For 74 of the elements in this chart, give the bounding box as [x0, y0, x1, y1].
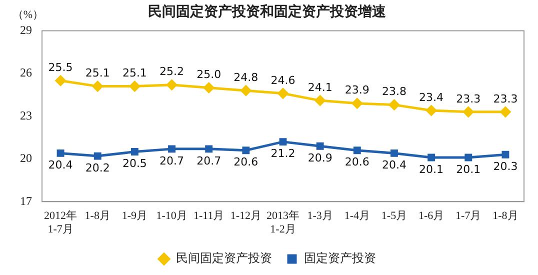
data-label: 25.0 — [196, 68, 222, 82]
data-label: 20.3 — [493, 160, 518, 173]
y-tick-label: 29 — [20, 22, 32, 37]
data-label: 20.2 — [85, 161, 110, 174]
x-tick-label: 1-10月 — [156, 210, 188, 222]
data-label: 20.4 — [382, 158, 406, 172]
point — [353, 146, 361, 154]
data-label: 25.2 — [160, 65, 184, 78]
point — [426, 105, 437, 116]
data-label: 20.9 — [308, 151, 332, 164]
point — [463, 106, 474, 118]
data-label: 20.1 — [456, 162, 481, 176]
point — [166, 80, 178, 90]
point — [279, 138, 287, 146]
data-label: 24.1 — [308, 80, 332, 94]
x-tick-label: 1-12月 — [230, 210, 262, 222]
x-tick-label: 1-6月 — [418, 210, 444, 222]
data-label: 23.3 — [493, 92, 518, 106]
x-tick-label: 1-11月 — [193, 210, 224, 222]
point — [242, 146, 250, 154]
x-tick-label: 1-8月 — [84, 210, 110, 222]
data-label: 23.4 — [419, 90, 444, 104]
x-tick-label: 2012年 1-7月 — [44, 210, 78, 236]
point — [240, 85, 252, 96]
data-label: 20.7 — [160, 154, 184, 168]
x-tick-label: 1-9月 — [122, 210, 148, 222]
y-tick-label: 20 — [20, 151, 32, 166]
x-tick-label: 1-4月 — [344, 210, 370, 222]
point — [204, 82, 214, 93]
data-label: 23.8 — [382, 85, 406, 98]
point — [168, 145, 176, 153]
data-label: 20.5 — [122, 157, 147, 170]
chart-title: 民间固定资产投资和固定资产投资增速 — [148, 3, 387, 20]
point — [388, 100, 400, 110]
data-label: 20.1 — [419, 162, 444, 176]
data-label: 20.4 — [48, 158, 73, 172]
data-label: 24.6 — [270, 74, 296, 87]
data-label: 23.3 — [456, 92, 481, 106]
x-tick-label: 1-3月 — [307, 210, 333, 222]
point — [316, 142, 324, 150]
data-label: 21.2 — [270, 147, 296, 160]
point — [55, 75, 66, 86]
point — [94, 152, 102, 160]
point — [129, 81, 140, 92]
y-tick-label: 17 — [20, 194, 32, 208]
point — [464, 154, 472, 162]
y-tick-label: 26 — [20, 66, 32, 80]
x-tick-label: 1-7月 — [456, 210, 482, 222]
point — [428, 154, 436, 162]
data-label: 24.8 — [234, 70, 258, 84]
x-tick-label: 1-8月 — [492, 210, 518, 222]
data-label: 23.9 — [344, 84, 370, 97]
point — [130, 148, 138, 156]
point — [502, 150, 510, 158]
legend-label: 民间固定资产投资 — [176, 251, 272, 266]
y-tick-label: 23 — [20, 108, 32, 122]
data-label: 25.1 — [122, 66, 147, 80]
point — [500, 106, 511, 118]
y-axis-title: （%） — [12, 9, 44, 22]
data-label: 25.1 — [85, 66, 110, 80]
data-label: 20.6 — [344, 156, 370, 169]
point — [314, 95, 326, 106]
x-tick-label: 2013年 1-2月 — [266, 210, 300, 236]
legend-label: 固定资产投资 — [304, 251, 376, 266]
data-label: 25.5 — [48, 60, 73, 74]
point — [92, 81, 103, 92]
point — [278, 88, 288, 99]
point — [205, 145, 213, 153]
x-tick-label: 1-5月 — [381, 210, 408, 222]
point — [352, 98, 362, 109]
data-label: 20.7 — [196, 154, 222, 168]
point — [390, 149, 398, 157]
data-label: 20.6 — [234, 156, 258, 169]
point — [56, 149, 64, 157]
